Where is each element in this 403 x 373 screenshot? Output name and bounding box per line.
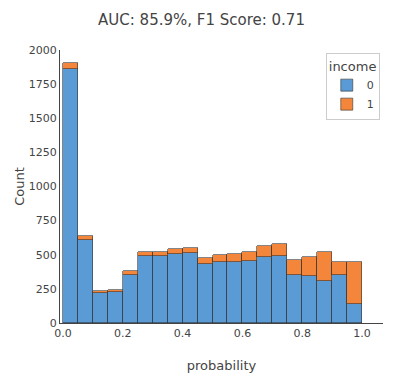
svg-text:0: 0 xyxy=(367,79,374,92)
svg-text:Count: Count xyxy=(12,167,27,206)
svg-text:0.4: 0.4 xyxy=(174,327,192,340)
svg-text:AUC: 85.9%, F1 Score: 0.71: AUC: 85.9%, F1 Score: 0.71 xyxy=(98,11,305,29)
svg-text:0.8: 0.8 xyxy=(294,327,312,340)
svg-text:0.6: 0.6 xyxy=(234,327,252,340)
svg-text:2000: 2000 xyxy=(29,44,57,57)
svg-text:750: 750 xyxy=(36,214,57,227)
svg-text:1: 1 xyxy=(367,98,374,111)
svg-text:1750: 1750 xyxy=(29,78,57,91)
svg-text:1250: 1250 xyxy=(29,146,57,159)
svg-text:1.0: 1.0 xyxy=(353,327,371,340)
svg-text:500: 500 xyxy=(36,249,57,262)
svg-text:income: income xyxy=(329,59,377,74)
svg-text:1000: 1000 xyxy=(29,180,57,193)
svg-text:250: 250 xyxy=(36,283,57,296)
svg-text:1500: 1500 xyxy=(29,112,57,125)
svg-text:0: 0 xyxy=(50,317,57,330)
svg-text:0.2: 0.2 xyxy=(114,327,132,340)
svg-text:probability: probability xyxy=(187,358,257,373)
svg-text:0.0: 0.0 xyxy=(54,327,72,340)
